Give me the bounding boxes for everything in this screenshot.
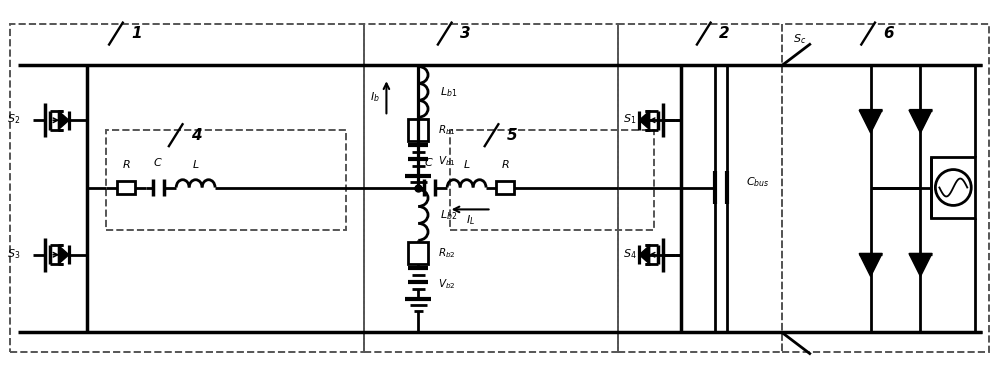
Polygon shape	[909, 110, 932, 133]
Bar	[117, 181, 135, 194]
Bar	[364, 24, 618, 352]
Text: $S_4$: $S_4$	[623, 247, 636, 261]
Bar	[106, 130, 346, 230]
Text: $R_{b1}$: $R_{b1}$	[438, 123, 456, 137]
Text: $L_{b1}$: $L_{b1}$	[440, 85, 458, 99]
Bar	[496, 181, 514, 194]
Text: $S_1$: $S_1$	[623, 112, 636, 126]
Text: 4: 4	[191, 128, 201, 143]
Bar	[618, 24, 782, 352]
Text: $S_3$: $S_3$	[7, 247, 20, 261]
Polygon shape	[639, 245, 650, 264]
Bar	[931, 157, 975, 218]
Polygon shape	[639, 111, 650, 130]
Bar	[782, 24, 989, 352]
Text: 5: 5	[507, 128, 517, 143]
Text: 6: 6	[883, 26, 894, 41]
Text: $R_{b2}$: $R_{b2}$	[438, 246, 456, 260]
Polygon shape	[909, 254, 932, 276]
Bar	[408, 242, 428, 264]
Text: 1: 1	[131, 26, 142, 41]
Bar	[10, 24, 364, 352]
Text: $C$: $C$	[424, 156, 434, 168]
Bar	[408, 119, 428, 141]
Text: $R$: $R$	[501, 158, 509, 170]
Text: $L$: $L$	[192, 158, 199, 170]
Polygon shape	[58, 245, 69, 264]
Polygon shape	[859, 110, 882, 133]
Text: $V_{b2}$: $V_{b2}$	[438, 277, 456, 291]
Text: $C$: $C$	[153, 156, 163, 168]
Bar	[450, 130, 654, 230]
Text: $L_{b2}$: $L_{b2}$	[440, 208, 458, 222]
Text: 2: 2	[719, 26, 729, 41]
Text: 3: 3	[460, 26, 470, 41]
Text: $S_2$: $S_2$	[7, 112, 20, 126]
Text: $I_b$: $I_b$	[370, 90, 379, 104]
Polygon shape	[58, 111, 69, 130]
Text: $V_{b1}$: $V_{b1}$	[438, 154, 456, 168]
Text: $R$: $R$	[122, 158, 131, 170]
Text: $I_L$: $I_L$	[466, 213, 475, 227]
Text: $S_c$: $S_c$	[793, 33, 806, 46]
Text: $C_{bus}$: $C_{bus}$	[746, 176, 770, 189]
Polygon shape	[859, 254, 882, 276]
Text: $L$: $L$	[463, 158, 470, 170]
